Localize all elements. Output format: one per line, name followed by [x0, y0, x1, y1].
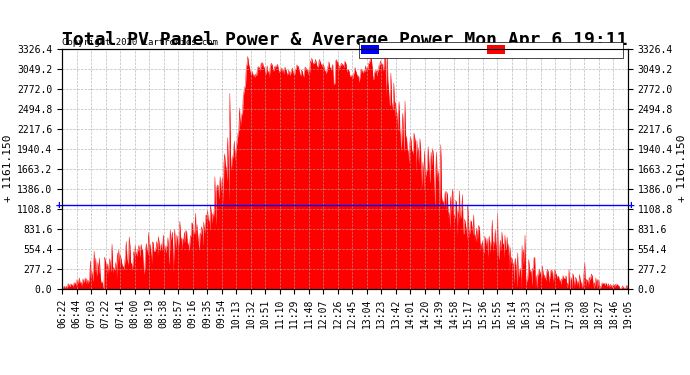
Text: +: + [55, 200, 62, 210]
Title: Total PV Panel Power & Average Power Mon Apr 6 19:11: Total PV Panel Power & Average Power Mon… [62, 31, 628, 49]
Legend: Average  (DC Watts), PV Panels  (DC Watts): Average (DC Watts), PV Panels (DC Watts) [359, 42, 623, 57]
Y-axis label: + 1161.150: + 1161.150 [3, 135, 13, 202]
Text: Copyright 2020 Cartronics.com: Copyright 2020 Cartronics.com [62, 38, 218, 47]
Y-axis label: + 1161.150: + 1161.150 [677, 135, 687, 202]
Text: +: + [628, 200, 635, 210]
